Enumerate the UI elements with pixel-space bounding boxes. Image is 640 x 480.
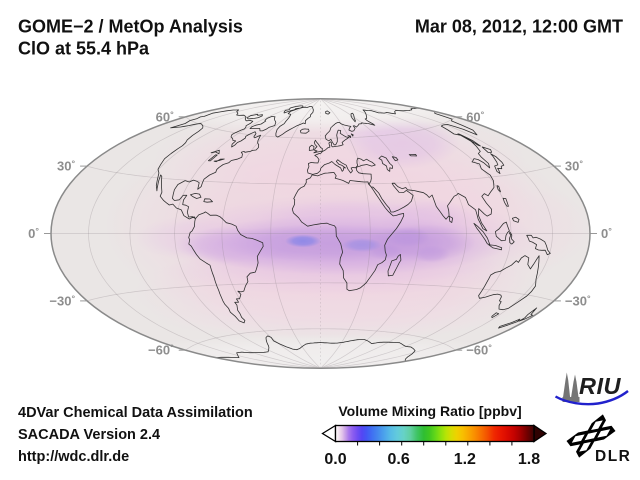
svg-text:−30°: −30° xyxy=(49,293,75,308)
svg-text:4DVar Chemical Data Assimilati: 4DVar Chemical Data Assimilation xyxy=(18,405,253,421)
svg-text:60°: 60° xyxy=(156,109,174,124)
svg-text:DLR: DLR xyxy=(595,448,631,465)
svg-text:0.6: 0.6 xyxy=(388,451,410,468)
svg-text:−60°: −60° xyxy=(148,343,174,358)
svg-text:0°: 0° xyxy=(28,226,39,241)
svg-text:−30°: −30° xyxy=(565,293,591,308)
svg-text:−60°: −60° xyxy=(466,343,492,358)
svg-text:Mar 08, 2012, 12:00 GMT: Mar 08, 2012, 12:00 GMT xyxy=(415,17,623,37)
svg-text:SACADA Version 2.4: SACADA Version 2.4 xyxy=(18,427,160,443)
svg-text:60°: 60° xyxy=(466,109,484,124)
svg-text:30°: 30° xyxy=(57,159,75,174)
svg-text:GOME−2 / MetOp Analysis: GOME−2 / MetOp Analysis xyxy=(18,17,243,37)
svg-text:0.0: 0.0 xyxy=(324,451,346,468)
svg-text:1.2: 1.2 xyxy=(454,451,476,468)
svg-text:Volume Mixing Ratio [ppbv]: Volume Mixing Ratio [ppbv] xyxy=(338,403,521,419)
svg-text:30°: 30° xyxy=(565,159,583,174)
svg-text:0°: 0° xyxy=(601,226,612,241)
svg-text:ClO at 55.4 hPa: ClO at 55.4 hPa xyxy=(18,39,150,59)
svg-text:http://wdc.dlr.de: http://wdc.dlr.de xyxy=(18,449,129,465)
svg-text:RIU: RIU xyxy=(579,373,622,399)
svg-text:1.8: 1.8 xyxy=(518,451,540,468)
